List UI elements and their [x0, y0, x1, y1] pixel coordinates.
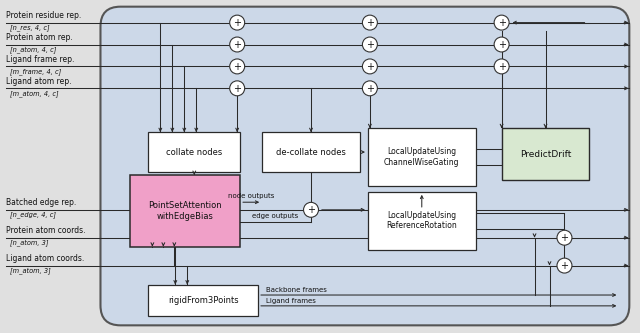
Text: +: +	[307, 205, 315, 215]
Text: Protein atom coords.: Protein atom coords.	[6, 226, 85, 235]
Text: edge outputs: edge outputs	[252, 212, 299, 218]
Text: +: +	[366, 18, 374, 28]
Text: Ligand atom coords.: Ligand atom coords.	[6, 254, 84, 263]
Text: node outputs: node outputs	[228, 193, 275, 199]
Text: +: +	[561, 261, 568, 271]
Bar	[148, 284, 258, 316]
Circle shape	[494, 15, 509, 30]
Circle shape	[230, 15, 244, 30]
Circle shape	[362, 15, 378, 30]
Circle shape	[362, 37, 378, 52]
Text: +: +	[498, 18, 506, 28]
Circle shape	[362, 81, 378, 96]
Text: +: +	[233, 62, 241, 72]
Circle shape	[494, 59, 509, 74]
Text: collate nodes: collate nodes	[166, 148, 222, 157]
Text: Protein residue rep.: Protein residue rep.	[6, 11, 81, 20]
Circle shape	[557, 230, 572, 245]
Text: [m_atom, 3]: [m_atom, 3]	[10, 267, 51, 274]
Text: Ligand atom rep.: Ligand atom rep.	[6, 77, 71, 86]
Bar	[502, 128, 589, 180]
Bar	[262, 132, 360, 172]
Text: Ligand frames: Ligand frames	[266, 298, 316, 304]
Text: [n_res, 4, c]: [n_res, 4, c]	[10, 24, 49, 31]
Text: [n_atom, 4, c]: [n_atom, 4, c]	[10, 46, 56, 53]
Text: Ligand frame rep.: Ligand frame rep.	[6, 55, 74, 64]
Text: rigidFrom3Points: rigidFrom3Points	[168, 296, 239, 305]
Circle shape	[230, 59, 244, 74]
Bar	[131, 175, 240, 247]
Circle shape	[230, 37, 244, 52]
Text: +: +	[233, 40, 241, 50]
Circle shape	[494, 37, 509, 52]
Text: Batched edge rep.: Batched edge rep.	[6, 198, 76, 207]
Text: +: +	[366, 84, 374, 94]
FancyBboxPatch shape	[100, 7, 629, 325]
Text: +: +	[561, 233, 568, 243]
Text: Backbone frames: Backbone frames	[266, 287, 327, 293]
Text: PredictDrift: PredictDrift	[520, 150, 571, 159]
Circle shape	[362, 59, 378, 74]
Text: [n_edge, 4, c]: [n_edge, 4, c]	[10, 211, 56, 218]
Circle shape	[557, 258, 572, 273]
Bar	[368, 128, 476, 186]
Text: LocalUpdateUsing
ChannelWiseGating: LocalUpdateUsing ChannelWiseGating	[384, 147, 460, 167]
Text: +: +	[366, 62, 374, 72]
Text: [m_atom, 4, c]: [m_atom, 4, c]	[10, 90, 58, 97]
Text: de-collate nodes: de-collate nodes	[276, 148, 346, 157]
Circle shape	[230, 81, 244, 96]
Circle shape	[303, 202, 319, 217]
Text: PointSetAttention
withEdgeBias: PointSetAttention withEdgeBias	[148, 201, 222, 220]
Text: +: +	[498, 62, 506, 72]
Text: +: +	[233, 84, 241, 94]
Text: +: +	[233, 18, 241, 28]
Text: LocalUpdateUsing
ReferenceRotation: LocalUpdateUsing ReferenceRotation	[387, 211, 457, 230]
Text: [m_frame, 4, c]: [m_frame, 4, c]	[10, 68, 61, 75]
Bar	[368, 192, 476, 250]
Bar	[148, 132, 240, 172]
Text: [n_atom, 3]: [n_atom, 3]	[10, 239, 48, 246]
Text: Protein atom rep.: Protein atom rep.	[6, 33, 72, 42]
Text: +: +	[498, 40, 506, 50]
Text: +: +	[366, 40, 374, 50]
